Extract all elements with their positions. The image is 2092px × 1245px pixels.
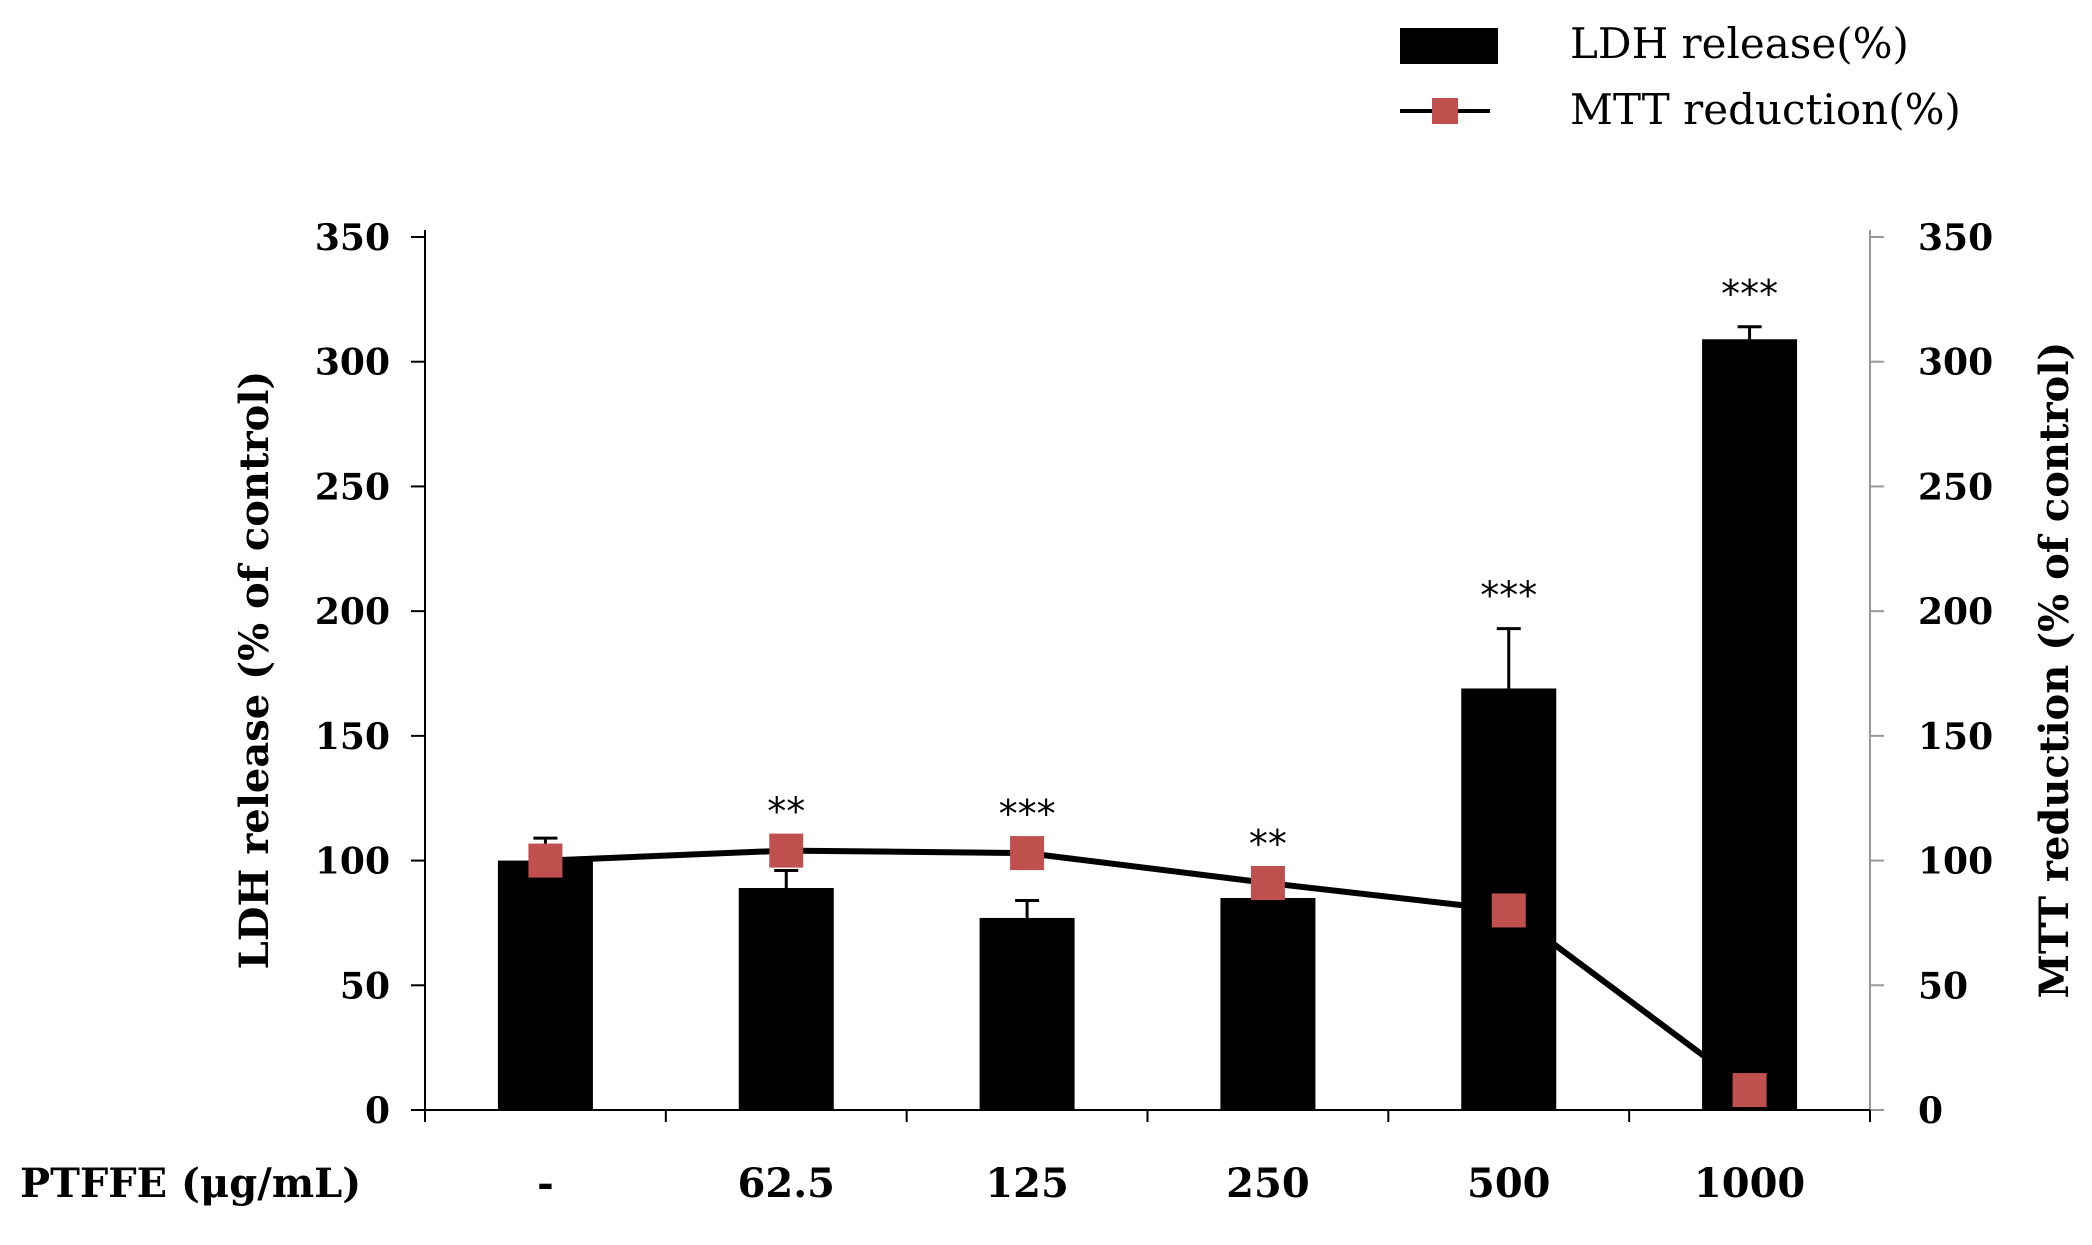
- line-mtt: [545, 847, 1752, 1093]
- x-axis-title: PTFFE (μg/mL): [20, 1160, 361, 1207]
- marker-mtt: [1732, 1073, 1767, 1108]
- right-y-tick-label: 300: [1918, 342, 1993, 384]
- marker-mtt: [1250, 866, 1285, 901]
- bar-series-ldh: [497, 325, 1798, 1110]
- significance-label-ldh: ***: [1721, 272, 1778, 316]
- left-y-tick-label: 50: [340, 965, 390, 1007]
- tick-layer: 0 0 50 50 100 100 150 150 200 200 250 250 300 300 350 3…: [315, 217, 1993, 1132]
- x-category-label: 500: [1467, 1160, 1551, 1207]
- legend-swatch-ldh: [1400, 28, 1498, 64]
- marker-mtt: [1491, 893, 1526, 928]
- x-category-label: 250: [1226, 1160, 1310, 1207]
- legend-label-ldh: LDH release(%): [1570, 19, 1909, 68]
- legend-swatch-mtt-marker: [1432, 98, 1458, 124]
- left-y-tick-label: 250: [315, 466, 390, 508]
- bar-ldh: [1220, 897, 1316, 1110]
- x-category-label: 62.5: [738, 1160, 835, 1207]
- significance-label-mtt: **: [767, 790, 805, 834]
- right-y-tick-label: 150: [1918, 716, 1993, 758]
- legend: LDH release(%) MTT reduction(%): [1400, 19, 1961, 134]
- significance-label-mtt: ***: [999, 792, 1056, 836]
- marker-mtt: [769, 833, 804, 868]
- x-category-label: 1000: [1694, 1160, 1805, 1207]
- left-y-tick-label: 200: [315, 591, 390, 633]
- left-y-axis-title: LDH release (% of control): [231, 371, 278, 970]
- x-category-label: -: [537, 1160, 554, 1207]
- bar-ldh: [497, 860, 593, 1110]
- x-category-label: 125: [985, 1160, 1069, 1207]
- right-y-tick-label: 250: [1918, 466, 1993, 508]
- left-y-tick-label: 300: [315, 342, 390, 384]
- bar-ldh: [979, 917, 1075, 1110]
- right-y-tick-label: 200: [1918, 591, 1993, 633]
- legend-label-mtt: MTT reduction(%): [1570, 85, 1961, 134]
- right-y-axis-title: MTT reduction (% of control): [2031, 342, 2078, 999]
- line-series-mtt: [528, 833, 1767, 1108]
- marker-mtt: [528, 843, 563, 878]
- left-y-tick-label: 350: [315, 217, 390, 259]
- annotation-layer: -62.5 125 250 500 1000******** *****: [537, 272, 1805, 1207]
- bar-ldh: [1702, 339, 1798, 1110]
- left-y-tick-label: 150: [315, 716, 390, 758]
- right-y-tick-label: 0: [1918, 1090, 1943, 1132]
- right-y-tick-label: 50: [1918, 965, 1968, 1007]
- bar-ldh: [738, 888, 834, 1110]
- left-y-tick-label: 0: [365, 1090, 390, 1132]
- right-y-tick-label: 350: [1918, 217, 1993, 259]
- significance-label-mtt: **: [1249, 822, 1287, 866]
- left-y-tick-label: 100: [315, 841, 390, 883]
- right-y-tick-label: 100: [1918, 841, 1993, 883]
- marker-mtt: [1010, 836, 1045, 871]
- significance-label-ldh: ***: [1480, 574, 1537, 618]
